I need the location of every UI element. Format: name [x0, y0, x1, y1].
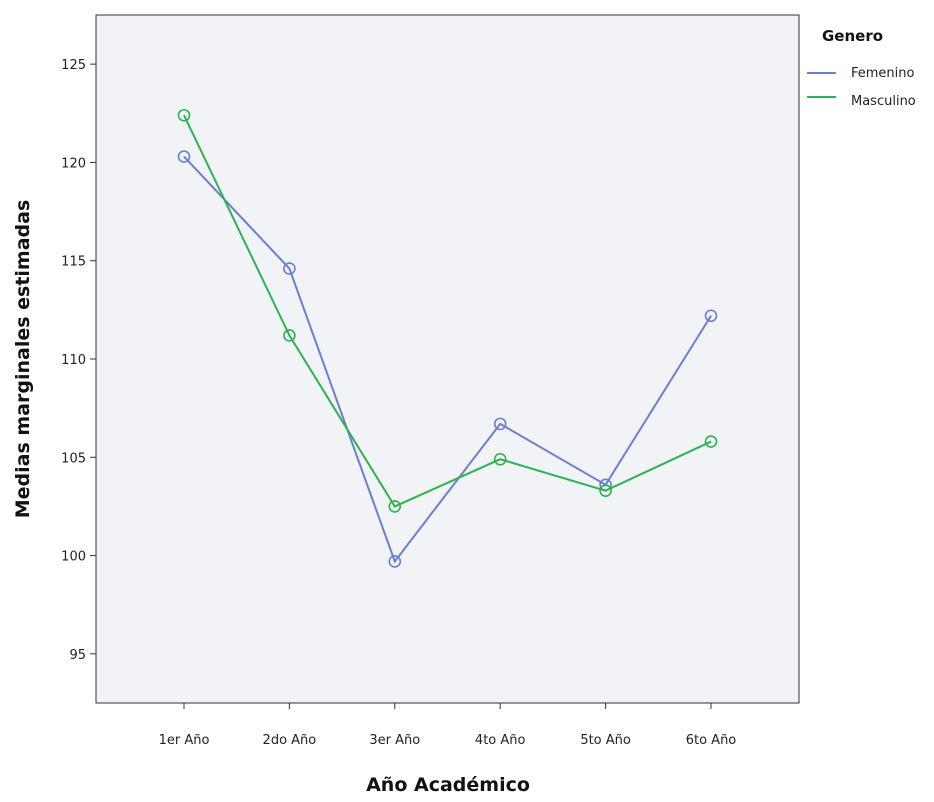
legend: Genero Femenino Masculino	[807, 27, 916, 109]
y-tick-label: 125	[61, 58, 86, 73]
legend-label-masculino: Masculino	[851, 94, 916, 109]
data-point-femenino	[177, 150, 191, 163]
x-tick-label: 4to Año	[475, 733, 526, 748]
y-tick-label: 115	[61, 255, 86, 270]
data-point-femenino	[493, 417, 507, 431]
y-tick-label: 100	[61, 550, 86, 565]
x-tick-label: 6to Año	[686, 733, 737, 748]
x-tick-label: 3er Año	[369, 733, 420, 748]
data-point-masculino	[493, 452, 507, 466]
legend-title: Genero	[822, 27, 883, 45]
x-axis-title: Año Académico	[366, 774, 530, 796]
data-point-masculino	[283, 329, 296, 342]
x-tick-label: 1er Año	[159, 733, 210, 748]
data-point-femenino	[704, 309, 718, 323]
data-point-masculino	[704, 435, 718, 448]
series-line-femenino	[183, 155, 712, 564]
series-line-masculino	[183, 114, 712, 508]
data-point-masculino	[177, 108, 191, 122]
plot-area	[95, 14, 800, 704]
y-tick-label: 110	[61, 353, 86, 368]
x-tick-label: 2do Año	[263, 733, 317, 748]
y-tick-label: 120	[61, 156, 86, 171]
series-layer	[177, 108, 718, 568]
y-axis: 95 100 105 110 115 120 125	[61, 58, 96, 663]
y-tick-label: 95	[69, 648, 86, 663]
data-point-femenino	[388, 555, 402, 568]
y-tick-label: 105	[61, 451, 86, 466]
y-axis-title: Medias marginales estimadas	[12, 200, 34, 519]
x-axis: 1er Año 2do Año 3er Año 4to Año 5to Año 6to A…	[159, 703, 737, 748]
data-point-femenino	[283, 262, 296, 275]
data-point-masculino	[388, 500, 402, 513]
legend-label-femenino: Femenino	[851, 66, 915, 81]
data-point-masculino	[599, 484, 612, 498]
x-tick-label: 5to Año	[580, 733, 631, 748]
